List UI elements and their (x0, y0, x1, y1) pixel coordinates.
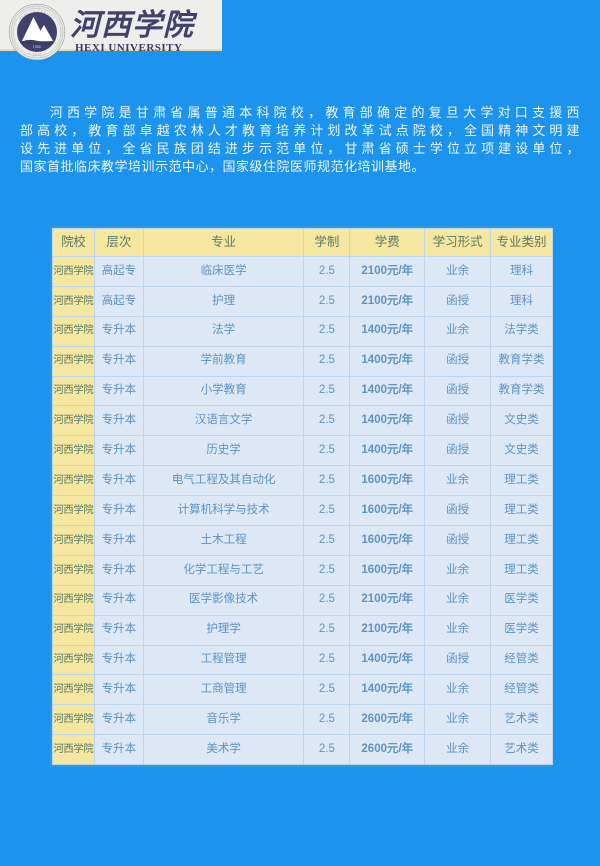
svg-text:1985: 1985 (33, 45, 41, 49)
